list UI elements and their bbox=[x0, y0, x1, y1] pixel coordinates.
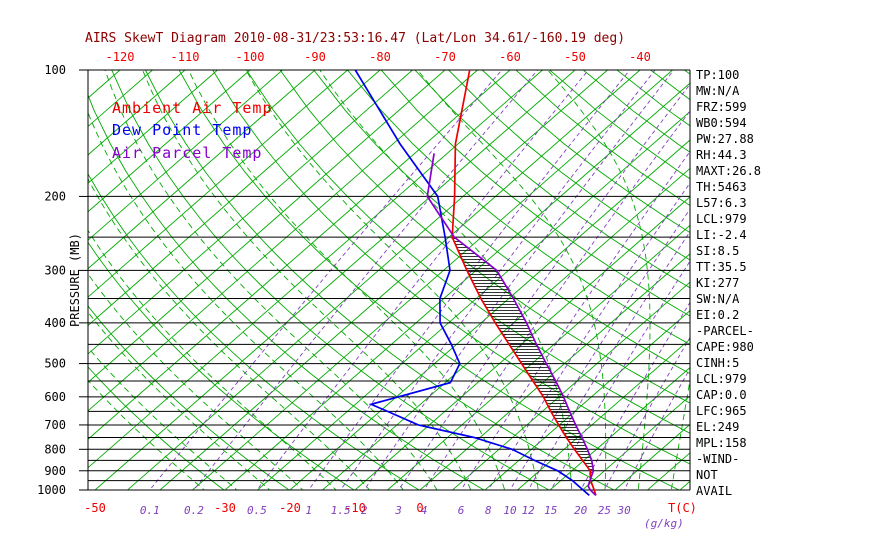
top-temp-label: -90 bbox=[304, 50, 326, 64]
stat-line: WB0:594 bbox=[696, 116, 747, 130]
stat-line: TP:100 bbox=[696, 68, 740, 82]
stat-line: TH:5463 bbox=[696, 180, 747, 194]
stat-line: TT:35.5 bbox=[696, 260, 747, 274]
curve-dew-point-temp bbox=[354, 70, 590, 497]
mixing-unit-label: (g/kg) bbox=[644, 517, 684, 530]
mixing-ratio-label: 4 bbox=[421, 504, 428, 517]
stat-line: NOT bbox=[696, 468, 718, 482]
mixing-ratio-label: 1.5 bbox=[331, 504, 351, 517]
stat-line: MAXT:26.8 bbox=[696, 164, 762, 178]
top-temp-label: -40 bbox=[629, 50, 651, 64]
stat-line: RH:44.3 bbox=[696, 148, 747, 162]
pressure-axis-title: PRESSURE (MB) bbox=[68, 233, 82, 327]
stat-line: LCL:979 bbox=[696, 212, 747, 226]
bottom-temp-label: 0 bbox=[416, 501, 423, 515]
pressure-label: 300 bbox=[44, 263, 66, 277]
mixing-ratio-label: 8 bbox=[485, 504, 492, 517]
top-temp-label: -110 bbox=[171, 50, 200, 64]
stat-line: EI:0.2 bbox=[696, 308, 740, 322]
temp-unit-label: T(C) bbox=[668, 501, 697, 515]
stat-line: LFC:965 bbox=[696, 404, 747, 418]
pressure-label: 200 bbox=[44, 189, 66, 203]
stat-line: -WIND- bbox=[696, 452, 740, 466]
curve-ambient-air-temp bbox=[451, 70, 597, 496]
curve-air-parcel-temp bbox=[426, 153, 597, 497]
bottom-temp-label: -10 bbox=[344, 501, 366, 515]
stat-line: CINH:5 bbox=[696, 356, 740, 370]
stat-line: CAPE:980 bbox=[696, 340, 754, 354]
mixing-ratio-label: 0.5 bbox=[247, 504, 267, 517]
mixing-ratio-label: 25 bbox=[598, 504, 611, 517]
stat-line: EL:249 bbox=[696, 420, 740, 434]
stat-line: KI:277 bbox=[696, 276, 740, 290]
stat-line: FRZ:599 bbox=[696, 100, 747, 114]
stat-line: LI:-2.4 bbox=[696, 228, 747, 242]
pressure-label: 900 bbox=[44, 464, 66, 478]
bottom-temp-label: -30 bbox=[214, 501, 236, 515]
mixing-ratio-label: 3 bbox=[394, 504, 402, 517]
pressure-label: 100 bbox=[44, 63, 66, 77]
mixing-ratio-label: 0.2 bbox=[184, 504, 204, 517]
top-temp-label: -70 bbox=[434, 50, 456, 64]
pressure-label: 400 bbox=[44, 316, 66, 330]
mixing-ratio-label: 30 bbox=[616, 504, 631, 517]
bottom-temp-label: -50 bbox=[84, 501, 106, 515]
legend-air-parcel-temp: Air Parcel Temp bbox=[112, 144, 263, 162]
top-temp-label: -60 bbox=[499, 50, 521, 64]
stat-line: SW:N/A bbox=[696, 292, 740, 306]
mixing-ratio-label: 1 bbox=[305, 504, 312, 517]
stat-line: AVAIL bbox=[696, 484, 733, 498]
top-temp-label: -100 bbox=[236, 50, 265, 64]
mixing-ratio-label: 20 bbox=[574, 504, 588, 517]
bottom-temp-label: -20 bbox=[279, 501, 301, 515]
stat-line: -PARCEL- bbox=[696, 324, 754, 338]
cape-hatch-area bbox=[452, 237, 594, 481]
moist-adiabat-lines bbox=[88, 70, 690, 490]
axis-labels: -120 -110 -100 -90 -80 -70 -60 -50 -40-50 -30 -20-… bbox=[37, 50, 697, 530]
chart-title: AIRS SkewT Diagram 2010-08-31/23:53:16.4… bbox=[85, 31, 626, 46]
mixing-ratio-lines bbox=[149, 70, 690, 490]
mixing-ratio-label: 2 bbox=[361, 504, 368, 517]
legend-ambient-air-temp: Ambient Air Temp bbox=[112, 99, 273, 117]
stat-line: L57:6.3 bbox=[696, 196, 747, 210]
stat-line: MW:N/A bbox=[696, 84, 740, 98]
pressure-label: 500 bbox=[44, 357, 66, 371]
mixing-ratio-label: 15 bbox=[544, 504, 557, 517]
stat-line: PW:27.88 bbox=[696, 132, 754, 146]
pressure-label: 600 bbox=[44, 390, 66, 404]
top-temp-label: -50 bbox=[564, 50, 586, 64]
mixing-ratio-label: 0.1 bbox=[140, 504, 160, 517]
sounding-curves bbox=[354, 70, 597, 497]
pressure-label: 700 bbox=[44, 418, 66, 432]
legend-dew-point-temp: Dew Point Temp bbox=[112, 121, 253, 139]
stat-line: MPL:158 bbox=[696, 436, 747, 450]
stat-line: CAP:0.0 bbox=[696, 388, 747, 402]
mixing-ratio-label: 12 bbox=[522, 504, 536, 517]
stats-panel: TP:100 MW:N/A FRZ:599 WB0:594 PW:27.88 RH:44.… bbox=[696, 67, 761, 499]
stat-line: SI:8.5 bbox=[696, 244, 740, 258]
top-temp-label: -120 bbox=[106, 50, 135, 64]
mixing-ratio-label: 6 bbox=[458, 504, 465, 517]
pressure-label: 800 bbox=[44, 442, 66, 456]
stat-line: LCL:979 bbox=[696, 372, 747, 386]
mixing-ratio-label: 10 bbox=[503, 504, 517, 517]
pressure-label: 1000 bbox=[37, 483, 66, 497]
top-temp-label: -80 bbox=[369, 50, 391, 64]
